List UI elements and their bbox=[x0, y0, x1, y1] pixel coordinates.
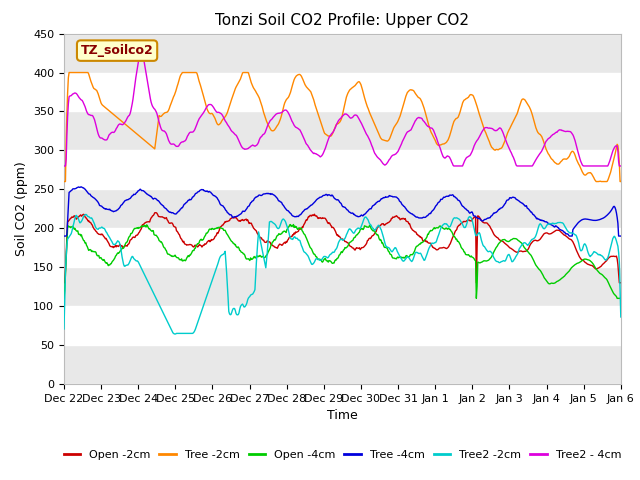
Bar bbox=[64, 34, 621, 72]
Legend: Open -2cm, Tree -2cm, Open -4cm, Tree -4cm, Tree2 -2cm, Tree2 - 4cm: Open -2cm, Tree -2cm, Open -4cm, Tree -4… bbox=[59, 445, 626, 465]
Bar bbox=[64, 345, 621, 384]
Y-axis label: Soil CO2 (ppm): Soil CO2 (ppm) bbox=[15, 161, 28, 256]
Bar bbox=[64, 267, 621, 306]
X-axis label: Time: Time bbox=[327, 409, 358, 422]
Bar bbox=[64, 111, 621, 150]
Title: Tonzi Soil CO2 Profile: Upper CO2: Tonzi Soil CO2 Profile: Upper CO2 bbox=[216, 13, 469, 28]
Bar bbox=[64, 189, 621, 228]
Text: TZ_soilco2: TZ_soilco2 bbox=[81, 44, 154, 57]
